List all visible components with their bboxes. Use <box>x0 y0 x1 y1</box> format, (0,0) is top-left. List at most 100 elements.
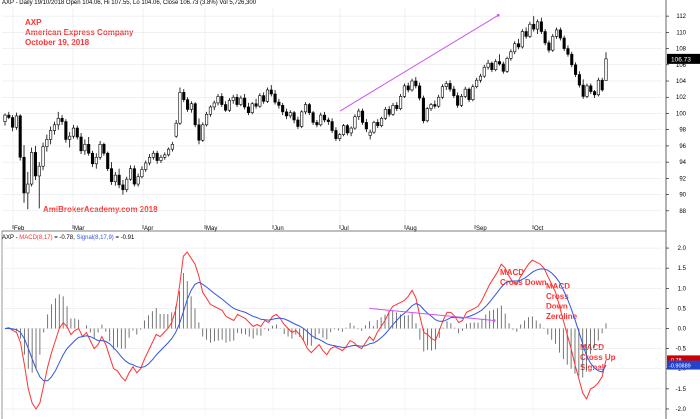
price-x-tick-label: May <box>206 226 217 232</box>
price-trendline <box>339 14 499 112</box>
candle-body <box>224 104 228 111</box>
macd-y-tick-label: -1.5 <box>676 387 687 393</box>
candle-body <box>467 88 471 100</box>
candle-body <box>433 104 437 107</box>
macd-header-signal-value: = -0.91 <box>113 235 135 241</box>
note-line: Cross Up <box>580 353 616 362</box>
candle-body <box>136 176 140 185</box>
candle-body <box>231 96 235 101</box>
candle-body <box>216 96 220 104</box>
price-trendline-end <box>496 13 500 17</box>
candle-body <box>589 85 593 92</box>
candle-body <box>11 117 15 128</box>
candle-body <box>56 118 60 126</box>
candle-body <box>475 79 479 87</box>
candle-body <box>18 115 22 158</box>
candle-body <box>574 64 578 75</box>
candle-body <box>125 178 129 191</box>
candle-body <box>178 92 182 124</box>
candle-body <box>593 91 597 96</box>
price-x-tick-label: Feb <box>14 226 25 232</box>
candle-body <box>539 21 543 32</box>
note-line: Zeroline <box>546 312 578 321</box>
candle-body <box>254 103 258 107</box>
candle-body <box>79 136 83 152</box>
candle-body <box>303 104 308 113</box>
candle-body <box>7 114 11 118</box>
chart-header: AXP - Daily 19/10/2018 Open 104.06, Hi 1… <box>2 0 257 6</box>
candle-body <box>37 165 41 177</box>
candle-body <box>113 174 117 182</box>
candle-body <box>269 89 273 95</box>
note-line: MACD <box>500 268 524 277</box>
candle-body <box>265 89 269 102</box>
candle-body <box>128 168 133 180</box>
candle-body <box>513 43 517 53</box>
candle-body <box>220 96 224 105</box>
candle-body <box>75 127 79 138</box>
candle-body <box>372 122 376 133</box>
candle-body <box>163 154 167 158</box>
macd-trendline-end <box>492 319 496 322</box>
candle-body <box>300 111 304 127</box>
candle-body <box>41 146 45 167</box>
candle-body <box>227 100 231 111</box>
macd-header-macd-label: MACD(8,17) <box>19 235 53 241</box>
candle-body <box>338 134 342 139</box>
candle-body <box>380 118 384 126</box>
price-y-tick-label: 108 <box>676 47 687 53</box>
candle-body <box>425 108 429 122</box>
candle-body <box>562 37 566 49</box>
candle-body <box>486 62 490 68</box>
candle-body <box>585 85 589 97</box>
price-x-tick-label: Jun <box>274 226 284 232</box>
candle-body <box>262 95 266 102</box>
macd-y-tick-label: -2.0 <box>676 407 687 413</box>
price-x-tick-label: Jul <box>341 226 349 232</box>
note-line: MACD <box>546 282 570 291</box>
macd-y-tick-label: 1.5 <box>678 266 687 272</box>
candle-body <box>604 58 608 81</box>
note-line: Cross <box>546 292 569 301</box>
candle-body <box>345 125 349 134</box>
note-line: Down <box>546 302 568 311</box>
price-y-tick-label: 104 <box>676 79 687 85</box>
note-line: Signal <box>580 363 605 372</box>
candle-body <box>520 31 524 48</box>
candle-body <box>144 162 148 170</box>
candle-body <box>243 97 247 108</box>
candle-body <box>71 127 76 137</box>
candle-body <box>577 74 581 86</box>
candle-body <box>117 174 121 186</box>
candle-body <box>250 103 254 113</box>
price-y-tick-label: 96 <box>679 144 686 150</box>
candle-body <box>349 127 353 134</box>
candle-body <box>277 101 281 106</box>
candle-body <box>26 183 30 194</box>
price-y-tick-label: 98 <box>679 128 686 134</box>
candle-body <box>353 116 357 129</box>
candle-body <box>273 93 277 103</box>
candle-body <box>258 95 262 107</box>
candle-body <box>319 114 323 126</box>
price-x-tick-label: Oct <box>534 226 544 232</box>
candle-body <box>94 156 98 165</box>
candle-body <box>482 66 486 77</box>
candle-body <box>148 156 152 164</box>
candle-body <box>456 95 460 106</box>
candle-body <box>311 112 315 123</box>
candle-body <box>296 119 300 127</box>
price-y-tick-label: 110 <box>676 30 686 36</box>
candle-body <box>414 80 418 87</box>
candle-body <box>437 96 441 107</box>
candle-body <box>543 31 547 44</box>
last-price-label: 106.73 <box>671 56 691 63</box>
date-label: October 19, 2018 <box>25 38 90 47</box>
price-y-tick-label: 100 <box>676 111 687 117</box>
candle-body <box>167 148 171 156</box>
candle-body <box>528 23 532 37</box>
candle-body <box>516 43 521 48</box>
candle-body <box>90 152 95 165</box>
candle-body <box>322 114 327 121</box>
